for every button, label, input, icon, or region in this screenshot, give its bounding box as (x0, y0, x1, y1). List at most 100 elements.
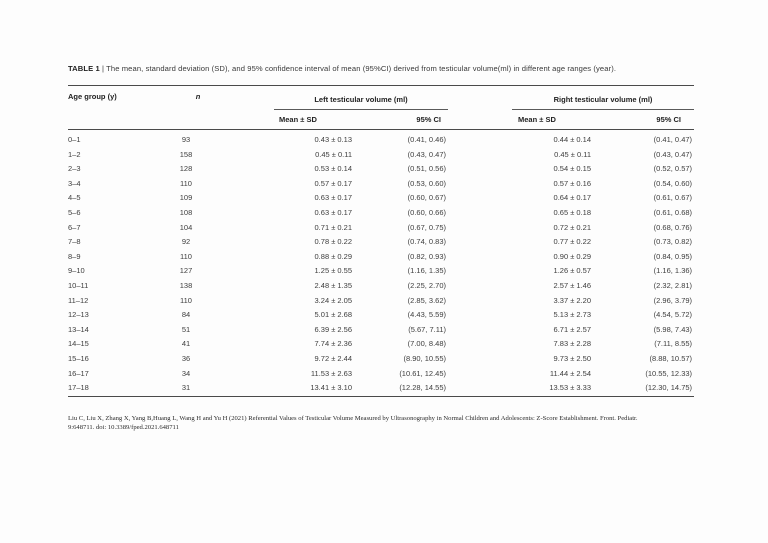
left-mean-sd-cell: 0.43 ± 0.13 (314, 135, 352, 144)
right-mean-sd-cell: 3.37 ± 2.20 (553, 295, 592, 305)
age-cell: 13–14 (68, 324, 89, 334)
right-mean-sd-cell: 13.53 ± 3.33 (549, 383, 592, 393)
right-mean-sd-cell: 0.64 ± 0.17 (553, 193, 592, 203)
age-cell: 11–12 (68, 295, 89, 305)
left-mean-sd-cell: 0.57 ± 0.17 (314, 178, 352, 188)
left-ci-cell: (0.67, 0.75) (407, 222, 447, 232)
left-mean-sd-cell: 0.88 ± 0.29 (314, 251, 352, 261)
age-cell: 8–9 (68, 251, 81, 261)
column-header-age-group: Age group (y) (68, 85, 168, 130)
left-ci-cell: (10.61, 12.45) (399, 368, 447, 378)
left-ci-cell: (0.74, 0.83) (407, 237, 447, 247)
table-row: 9–10 127 1.25 ± 0.55 (1.16, 1.35) 1.26 ± 0.5… (68, 264, 694, 279)
left-ci-cell: (0.82, 0.93) (407, 251, 447, 261)
n-cell: 138 (179, 280, 193, 290)
right-ci-cell: (7.11, 8.55) (654, 339, 693, 349)
caption-separator: | (102, 64, 105, 73)
column-header-left-ci: 95% CI (352, 109, 449, 130)
sub-header-row: Mean ± SD 95% CI Mean ± SD 95% CI (68, 109, 695, 130)
n-cell: 92 (181, 237, 191, 247)
left-ci-cell: (1.16, 1.35) (407, 266, 447, 276)
left-mean-sd-cell: 1.25 ± 0.55 (314, 266, 352, 276)
left-mean-sd-cell: 5.01 ± 2.68 (314, 310, 352, 320)
right-mean-sd-cell: 0.90 ± 0.29 (553, 251, 592, 261)
right-ci-cell: (12.30, 14.75) (645, 383, 693, 393)
left-ci-cell: (8.90, 10.55) (403, 353, 447, 363)
left-ci-cell: (0.60, 0.67) (407, 193, 447, 203)
paper-page: TABLE 1 | The mean, standard deviation (… (68, 64, 695, 432)
n-cell: 110 (180, 251, 192, 261)
table-row: 8–9 110 0.88 ± 0.29 (0.82, 0.93) 0.90 ± 0.29… (68, 250, 694, 265)
age-cell: 7–8 (68, 237, 81, 247)
right-ci-cell: (4.54, 5.72) (653, 310, 693, 320)
n-cell: 104 (179, 222, 193, 232)
data-table: Age group (y) n Left testicular volume (… (68, 85, 695, 397)
left-ci-cell: (2.25, 2.70) (407, 280, 447, 290)
left-mean-sd-cell: 2.48 ± 1.35 (314, 280, 352, 290)
age-cell: 6–7 (68, 222, 81, 232)
table-row: 16–17 34 11.53 ± 2.63 (10.61, 12.45) 11.44 ±… (68, 367, 694, 382)
left-ci-cell: (7.00, 8.48) (407, 339, 447, 349)
age-cell: 1–2 (68, 149, 81, 159)
table-row: 2–3 128 0.53 ± 0.14 (0.51, 0.56) 0.54 ± 0.15… (68, 162, 694, 177)
right-ci-cell: (0.73, 0.82) (653, 237, 693, 247)
age-cell: 12–13 (68, 310, 89, 320)
n-cell: 158 (179, 149, 193, 159)
right-mean-sd-cell: 6.71 ± 2.57 (553, 324, 592, 334)
age-cell: 9–10 (68, 266, 85, 276)
n-cell: 110 (180, 295, 192, 305)
table-row: 15–16 36 9.72 ± 2.44 (8.90, 10.55) 9.73 ± 2.… (68, 352, 694, 367)
right-mean-sd-cell: 2.57 ± 1.46 (553, 280, 592, 290)
table-row: 12–13 84 5.01 ± 2.68 (4.43, 5.59) 5.13 ± 2.7… (68, 308, 694, 323)
left-ci-cell: (0.51, 0.56) (407, 164, 447, 174)
table-row: 5–6 108 0.63 ± 0.17 (0.60, 0.66) 0.65 ± 0.18… (68, 206, 694, 221)
table-number-label: TABLE 1 (68, 64, 100, 73)
right-ci-cell: (5.98, 7.43) (653, 324, 693, 334)
age-cell: 10–11 (68, 280, 89, 290)
column-group-left-volume: Left testicular volume (ml) (228, 86, 449, 110)
left-ci-cell: (0.43, 0.47) (407, 149, 447, 159)
left-mean-sd-cell: 0.63 ± 0.17 (314, 193, 352, 203)
citation-line-1: Liu C, Liu X, Zhang X, Yang B,Huang L, W… (68, 414, 638, 422)
right-ci-cell: (0.68, 0.76) (653, 222, 693, 232)
right-ci-cell: (0.52, 0.57) (653, 164, 693, 174)
n-cell: 108 (179, 207, 193, 217)
left-mean-sd-cell: 11.53 ± 2.63 (310, 368, 352, 378)
table-body: 0–1 93 0.43 ± 0.13 (0.41, 0.46) 0.44 ± 0.14 (… (68, 130, 694, 397)
left-ci-cell: (4.43, 5.59) (407, 310, 447, 320)
n-cell: 51 (181, 324, 191, 334)
caption-text: The mean, standard deviation (SD), and 9… (106, 64, 617, 73)
left-ci-cell: (0.60, 0.66) (407, 207, 447, 217)
citation: Liu C, Liu X, Zhang X, Yang B,Huang L, W… (68, 414, 708, 432)
right-mean-sd-cell: 0.45 ± 0.11 (554, 149, 592, 159)
n-cell: 31 (181, 383, 191, 393)
right-ci-cell: (0.61, 0.67) (653, 193, 693, 203)
left-ci-cell: (12.28, 14.55) (399, 383, 447, 393)
right-mean-sd-cell: 5.13 ± 2.73 (553, 310, 592, 320)
column-header-right-mean-sd: Mean ± SD (448, 109, 592, 130)
table-row: 1–2 158 0.45 ± 0.11 (0.43, 0.47) 0.45 ± 0.11… (68, 148, 694, 163)
right-mean-sd-cell: 0.77 ± 0.22 (553, 237, 592, 247)
age-cell: 3–4 (68, 178, 81, 188)
right-mean-sd-cell: 7.83 ± 2.28 (553, 339, 592, 349)
right-mean-sd-cell: 0.65 ± 0.18 (553, 207, 592, 217)
right-ci-cell: (0.84, 0.95) (653, 251, 693, 261)
age-cell: 15–16 (68, 353, 89, 363)
table-row: 14–15 41 7.74 ± 2.36 (7.00, 8.48) 7.83 ± 2.2… (68, 337, 694, 352)
age-cell: 4–5 (68, 193, 81, 203)
right-ci-cell: (2.32, 2.81) (653, 280, 693, 290)
age-cell: 17–18 (68, 383, 89, 393)
right-mean-sd-cell: 1.26 ± 0.57 (553, 266, 592, 276)
n-cell: 109 (179, 193, 193, 203)
column-group-left-volume-label: Left testicular volume (ml) (274, 95, 449, 110)
column-group-right-volume-label: Right testicular volume (ml) (512, 95, 695, 110)
n-cell: 128 (179, 164, 193, 174)
left-ci-cell: (0.53, 0.60) (407, 178, 447, 188)
n-cell: 110 (180, 178, 192, 188)
right-ci-cell: (0.41, 0.47) (653, 135, 693, 144)
n-cell: 34 (181, 368, 191, 378)
right-ci-cell: (10.55, 12.33) (645, 368, 693, 378)
right-mean-sd-cell: 0.72 ± 0.21 (553, 222, 592, 232)
n-cell: 84 (181, 310, 191, 320)
table-row: 17–18 31 13.41 ± 3.10 (12.28, 14.55) 13.53 ±… (68, 381, 694, 396)
